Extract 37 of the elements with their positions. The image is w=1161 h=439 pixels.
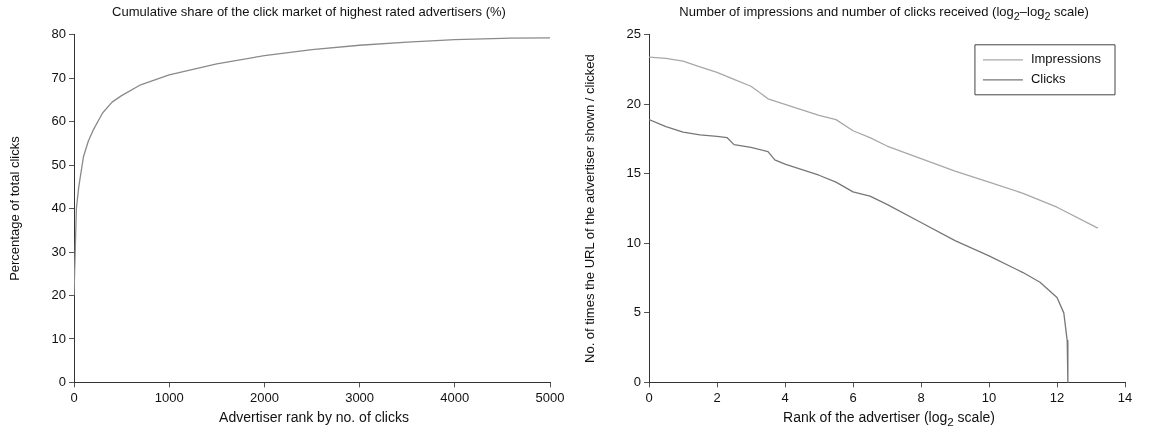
chart-title: Cumulative share of the click market of highest rated advertisers (%)	[111, 4, 507, 21]
x-tick-label: 4	[781, 389, 789, 405]
x-axis-title: Rank of the advertiser (log$_{2}$ scale)	[782, 409, 996, 428]
y-tick-label: 5	[633, 304, 641, 320]
chart-title: Number of impressions and number of clicks received (log$_{2}$–log$_{2}$ scale)	[678, 4, 1090, 24]
x-tick-label: 12	[1049, 389, 1065, 405]
x-tick-label: 6	[849, 389, 857, 405]
legend-label: Clicks	[1030, 71, 1067, 87]
y-tick-label: 30	[51, 243, 66, 259]
y-tick-label: 20	[51, 287, 66, 303]
y-tick-label: 20	[626, 95, 641, 111]
x-tick-label: 0	[645, 389, 653, 405]
y-axis-title: No. of times the URL of the advertiser shown / clicked	[582, 54, 598, 363]
y-tick-label: 60	[51, 113, 66, 129]
x-tick-label: 14	[1117, 389, 1133, 405]
x-tick-label: 0	[70, 389, 78, 405]
x-tick-label: 2000	[249, 389, 279, 405]
x-tick-label: 5000	[535, 389, 565, 405]
y-tick-label: 70	[51, 69, 66, 85]
legend-label: Impressions	[1030, 51, 1102, 67]
y-tick-label: 0	[633, 373, 641, 389]
x-axis-title: Advertiser rank by no. of clicks	[218, 409, 410, 425]
x-tick-label: 2	[713, 389, 721, 405]
x-tick-label: 3000	[345, 389, 375, 405]
x-tick-label: 1000	[154, 389, 184, 405]
y-tick-label: 80	[51, 26, 66, 42]
y-tick-label: 0	[58, 373, 66, 389]
y-tick-label: 25	[626, 26, 641, 42]
x-tick-label: 4000	[440, 389, 470, 405]
y-tick-label: 10	[626, 234, 641, 250]
y-tick-label: 50	[51, 156, 66, 172]
x-tick-label: 10	[981, 389, 997, 405]
y-tick-label: 10	[51, 330, 66, 346]
y-tick-label: 15	[626, 165, 641, 181]
x-tick-label: 8	[917, 389, 925, 405]
y-axis-title: Percentage of total clicks	[7, 135, 23, 281]
y-tick-label: 40	[51, 200, 66, 216]
